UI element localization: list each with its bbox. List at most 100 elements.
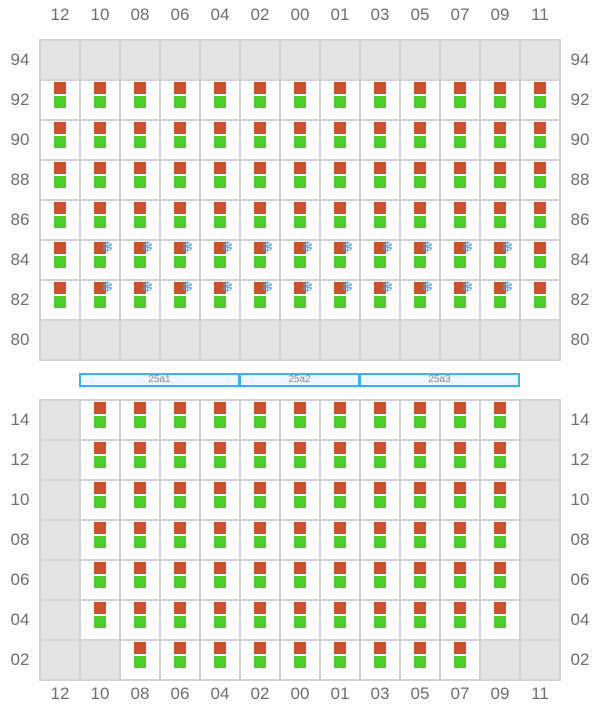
container-slot[interactable] xyxy=(281,561,319,599)
container-slot[interactable] xyxy=(161,121,199,159)
container-slot[interactable] xyxy=(321,521,359,559)
container-slot[interactable] xyxy=(281,641,319,679)
container-slot[interactable] xyxy=(241,641,279,679)
empty-slot[interactable] xyxy=(521,601,559,639)
empty-slot[interactable] xyxy=(161,41,199,79)
empty-slot[interactable] xyxy=(321,41,359,79)
container-slot[interactable] xyxy=(121,561,159,599)
empty-slot[interactable] xyxy=(361,41,399,79)
container-slot[interactable]: ❄ xyxy=(281,240,319,279)
container-slot[interactable] xyxy=(321,641,359,679)
container-slot[interactable] xyxy=(41,81,79,119)
container-slot[interactable] xyxy=(241,601,279,639)
container-slot[interactable] xyxy=(441,121,479,159)
empty-slot[interactable] xyxy=(41,641,79,679)
bay-25a2[interactable]: 25a2 xyxy=(239,373,360,387)
empty-slot[interactable] xyxy=(241,41,279,79)
container-slot[interactable] xyxy=(481,441,519,479)
container-slot[interactable] xyxy=(121,81,159,119)
container-slot[interactable] xyxy=(401,561,439,599)
container-slot[interactable] xyxy=(401,201,439,239)
container-slot[interactable] xyxy=(121,161,159,199)
container-slot[interactable] xyxy=(241,521,279,559)
container-slot[interactable] xyxy=(481,201,519,239)
container-slot[interactable] xyxy=(401,121,439,159)
container-slot[interactable] xyxy=(361,201,399,239)
container-slot[interactable] xyxy=(201,481,239,519)
container-slot[interactable] xyxy=(441,641,479,679)
container-slot[interactable] xyxy=(401,161,439,199)
container-slot[interactable] xyxy=(401,601,439,639)
container-slot[interactable] xyxy=(361,481,399,519)
container-slot[interactable] xyxy=(361,81,399,119)
container-slot[interactable] xyxy=(361,161,399,199)
empty-slot[interactable] xyxy=(281,41,319,79)
container-slot[interactable] xyxy=(81,121,119,159)
container-slot[interactable] xyxy=(521,81,559,119)
container-slot[interactable] xyxy=(241,201,279,239)
container-slot[interactable] xyxy=(361,401,399,439)
container-slot[interactable] xyxy=(201,401,239,439)
empty-slot[interactable] xyxy=(481,641,519,679)
container-slot[interactable] xyxy=(121,481,159,519)
container-slot[interactable] xyxy=(361,521,399,559)
container-slot[interactable] xyxy=(321,201,359,239)
empty-slot[interactable] xyxy=(521,641,559,679)
container-slot[interactable] xyxy=(481,521,519,559)
container-slot[interactable] xyxy=(121,201,159,239)
container-slot[interactable] xyxy=(441,481,479,519)
container-slot[interactable] xyxy=(201,561,239,599)
container-slot[interactable]: ❄ xyxy=(481,280,519,319)
container-slot[interactable] xyxy=(161,561,199,599)
container-slot[interactable] xyxy=(481,561,519,599)
container-slot[interactable] xyxy=(441,441,479,479)
container-slot[interactable] xyxy=(241,441,279,479)
container-slot[interactable]: ❄ xyxy=(361,280,399,319)
container-slot[interactable] xyxy=(481,121,519,159)
container-slot[interactable] xyxy=(481,401,519,439)
container-slot[interactable] xyxy=(81,561,119,599)
empty-slot[interactable] xyxy=(521,561,559,599)
container-slot[interactable] xyxy=(81,441,119,479)
container-slot[interactable] xyxy=(481,81,519,119)
container-slot[interactable] xyxy=(121,441,159,479)
container-slot[interactable] xyxy=(241,81,279,119)
container-slot[interactable] xyxy=(281,601,319,639)
empty-slot[interactable] xyxy=(521,441,559,479)
container-slot[interactable]: ❄ xyxy=(321,240,359,279)
container-slot[interactable] xyxy=(321,81,359,119)
container-slot[interactable] xyxy=(281,161,319,199)
container-slot[interactable] xyxy=(441,401,479,439)
container-slot[interactable] xyxy=(161,401,199,439)
container-slot[interactable] xyxy=(281,521,319,559)
container-slot[interactable] xyxy=(121,641,159,679)
empty-slot[interactable] xyxy=(121,41,159,79)
container-slot[interactable]: ❄ xyxy=(441,280,479,319)
container-slot[interactable]: ❄ xyxy=(241,280,279,319)
container-slot[interactable]: ❄ xyxy=(481,240,519,279)
container-slot[interactable] xyxy=(201,81,239,119)
empty-slot[interactable] xyxy=(201,321,239,359)
container-slot[interactable] xyxy=(521,281,559,319)
container-slot[interactable] xyxy=(81,81,119,119)
container-slot[interactable] xyxy=(441,201,479,239)
container-slot[interactable]: ❄ xyxy=(201,240,239,279)
container-slot[interactable] xyxy=(241,161,279,199)
container-slot[interactable] xyxy=(281,201,319,239)
container-slot[interactable] xyxy=(241,401,279,439)
empty-slot[interactable] xyxy=(521,521,559,559)
container-slot[interactable] xyxy=(121,601,159,639)
container-slot[interactable]: ❄ xyxy=(161,240,199,279)
container-slot[interactable] xyxy=(201,641,239,679)
empty-slot[interactable] xyxy=(41,441,79,479)
container-slot[interactable] xyxy=(441,161,479,199)
container-slot[interactable] xyxy=(521,241,559,279)
empty-slot[interactable] xyxy=(241,321,279,359)
empty-slot[interactable] xyxy=(481,41,519,79)
container-slot[interactable] xyxy=(41,241,79,279)
container-slot[interactable] xyxy=(481,161,519,199)
container-slot[interactable] xyxy=(121,121,159,159)
empty-slot[interactable] xyxy=(361,321,399,359)
container-slot[interactable] xyxy=(361,561,399,599)
container-slot[interactable] xyxy=(41,281,79,319)
